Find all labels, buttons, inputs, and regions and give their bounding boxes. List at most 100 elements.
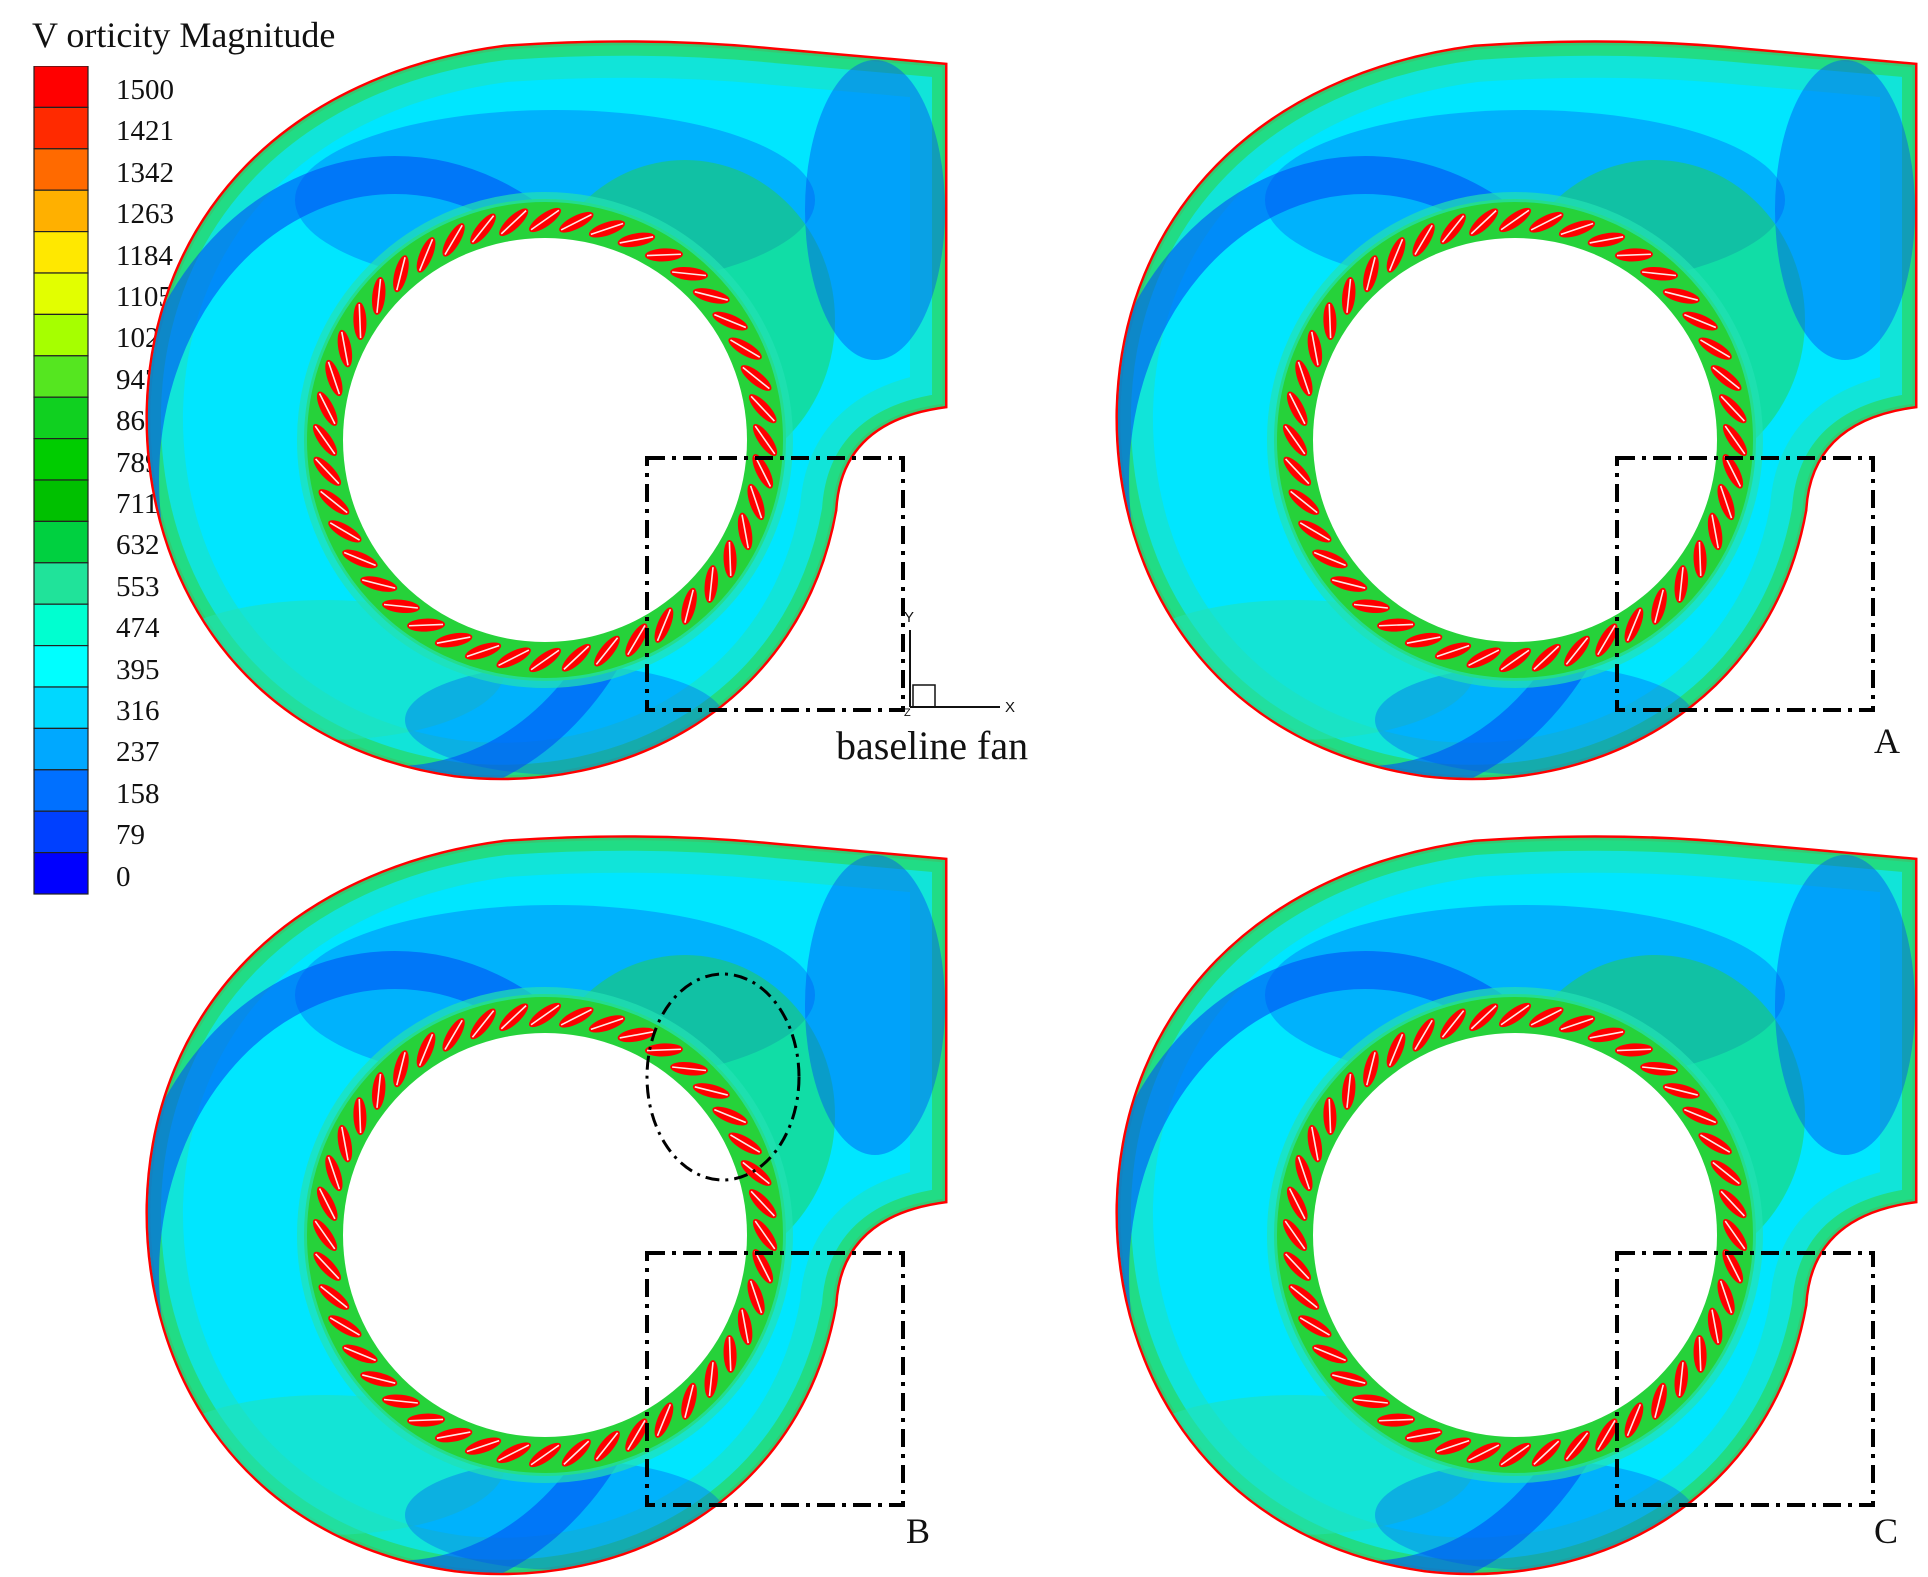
blade-edge — [1565, 637, 1589, 665]
blade-edge — [656, 1404, 672, 1437]
blade-edge — [318, 1188, 336, 1220]
blade-edge — [471, 1010, 495, 1038]
blade-edge — [358, 1099, 362, 1134]
legend-swatch-237 — [33, 727, 89, 771]
blade-edge — [409, 1418, 444, 1422]
blade-edge — [1379, 1418, 1414, 1422]
blade-edge — [619, 236, 654, 244]
blade-edge — [1353, 1398, 1388, 1404]
blade-edge — [560, 213, 592, 231]
blade-edge — [396, 257, 406, 291]
blade-edge — [563, 645, 590, 670]
blade-edge — [530, 209, 560, 231]
contour-panel-baseline — [145, 40, 948, 781]
blade-edge — [749, 1280, 763, 1314]
legend-label: 1263 — [116, 198, 174, 231]
blade-edge — [396, 1052, 406, 1086]
blade-edge — [1711, 514, 1719, 549]
blade-edge — [1616, 253, 1651, 257]
blade-edge — [1406, 636, 1441, 644]
blade-edge — [318, 393, 336, 425]
blade-edge — [1500, 1444, 1530, 1466]
legend-swatch-474 — [33, 603, 89, 647]
blade-edge — [341, 331, 349, 366]
blade-edge — [1468, 649, 1500, 667]
blade-edge — [1654, 1384, 1664, 1418]
impeller-inlet — [343, 238, 747, 642]
blade-edge — [1678, 567, 1684, 602]
blade-edge — [1414, 224, 1433, 255]
blade-edge — [560, 1008, 592, 1026]
legend-label: 1500 — [116, 74, 174, 106]
blade-edge — [1589, 236, 1624, 244]
legend-swatch-1105 — [33, 272, 89, 316]
z-axis-label: Z — [904, 707, 911, 719]
panel-label-a: A — [1874, 721, 1900, 761]
blade-edge — [708, 1362, 714, 1397]
blade-edge — [1642, 271, 1677, 277]
blade-edge — [684, 589, 694, 623]
blade-edge — [1313, 551, 1346, 567]
blade-edge — [343, 1346, 376, 1362]
blade-edge — [1597, 625, 1616, 656]
blade-edge — [362, 579, 396, 589]
blade-edge — [1684, 1108, 1717, 1124]
blade-edge — [1285, 1253, 1310, 1280]
blade-edge — [1297, 1156, 1311, 1190]
region-box — [1615, 1251, 1875, 1507]
blade-edge — [1441, 1010, 1465, 1038]
highlight-ellipse — [645, 972, 801, 1182]
blade-edge — [708, 567, 714, 602]
blade-edge — [320, 490, 348, 514]
blade-edge — [466, 644, 500, 658]
legend-label: 79 — [116, 819, 145, 852]
blade-edge — [471, 215, 495, 243]
blade-edge — [444, 1019, 463, 1050]
legend-label: 1184 — [116, 239, 173, 272]
legend-label: 395 — [116, 653, 160, 686]
blade-edge — [1500, 1004, 1530, 1026]
blade-edge — [754, 455, 772, 487]
y-axis-label: Y — [904, 609, 914, 626]
blade-edge — [1724, 1220, 1746, 1250]
blade-edge — [436, 636, 471, 644]
blade-edge — [329, 522, 360, 541]
legend-label: 553 — [116, 570, 160, 603]
axis-triad: Y X Z — [904, 609, 1015, 719]
blade-edge — [383, 1398, 418, 1404]
blade-edge — [466, 1439, 500, 1453]
blade-edge — [358, 304, 362, 339]
blade-edge — [436, 1431, 471, 1439]
blade-edge — [1724, 425, 1746, 455]
blade-edge — [1290, 490, 1318, 514]
legend-swatch-1342 — [33, 148, 89, 191]
legend-swatch-0 — [33, 851, 89, 895]
blade-edge — [1724, 1250, 1742, 1282]
legend-label: 158 — [116, 777, 160, 810]
blade-edge — [1719, 485, 1733, 519]
blade-edge — [418, 1033, 434, 1066]
blade-edge — [1700, 1134, 1731, 1153]
blade-edge — [1346, 278, 1352, 313]
blade-edge — [672, 1066, 707, 1072]
x-axis-label: X — [1005, 699, 1015, 716]
blade-edge — [646, 1048, 681, 1052]
blade-edge — [1720, 395, 1745, 422]
blade-edge — [1470, 210, 1497, 235]
blade-edge — [1284, 1220, 1306, 1250]
blade-edge — [1297, 361, 1311, 395]
legend-label: 237 — [116, 736, 160, 769]
blade-edge — [656, 609, 672, 642]
blade-edge — [1654, 589, 1664, 623]
blade-edge — [1626, 609, 1642, 642]
blade-edge — [1700, 339, 1731, 358]
blade-edge — [1565, 1432, 1589, 1460]
contour-panel-A — [1115, 40, 1918, 781]
blade-edge — [1366, 257, 1376, 291]
blade-edge — [749, 485, 763, 519]
legend-swatch-1263 — [33, 189, 89, 233]
blade-edge — [1711, 1309, 1719, 1344]
blade-edge — [1299, 522, 1330, 541]
